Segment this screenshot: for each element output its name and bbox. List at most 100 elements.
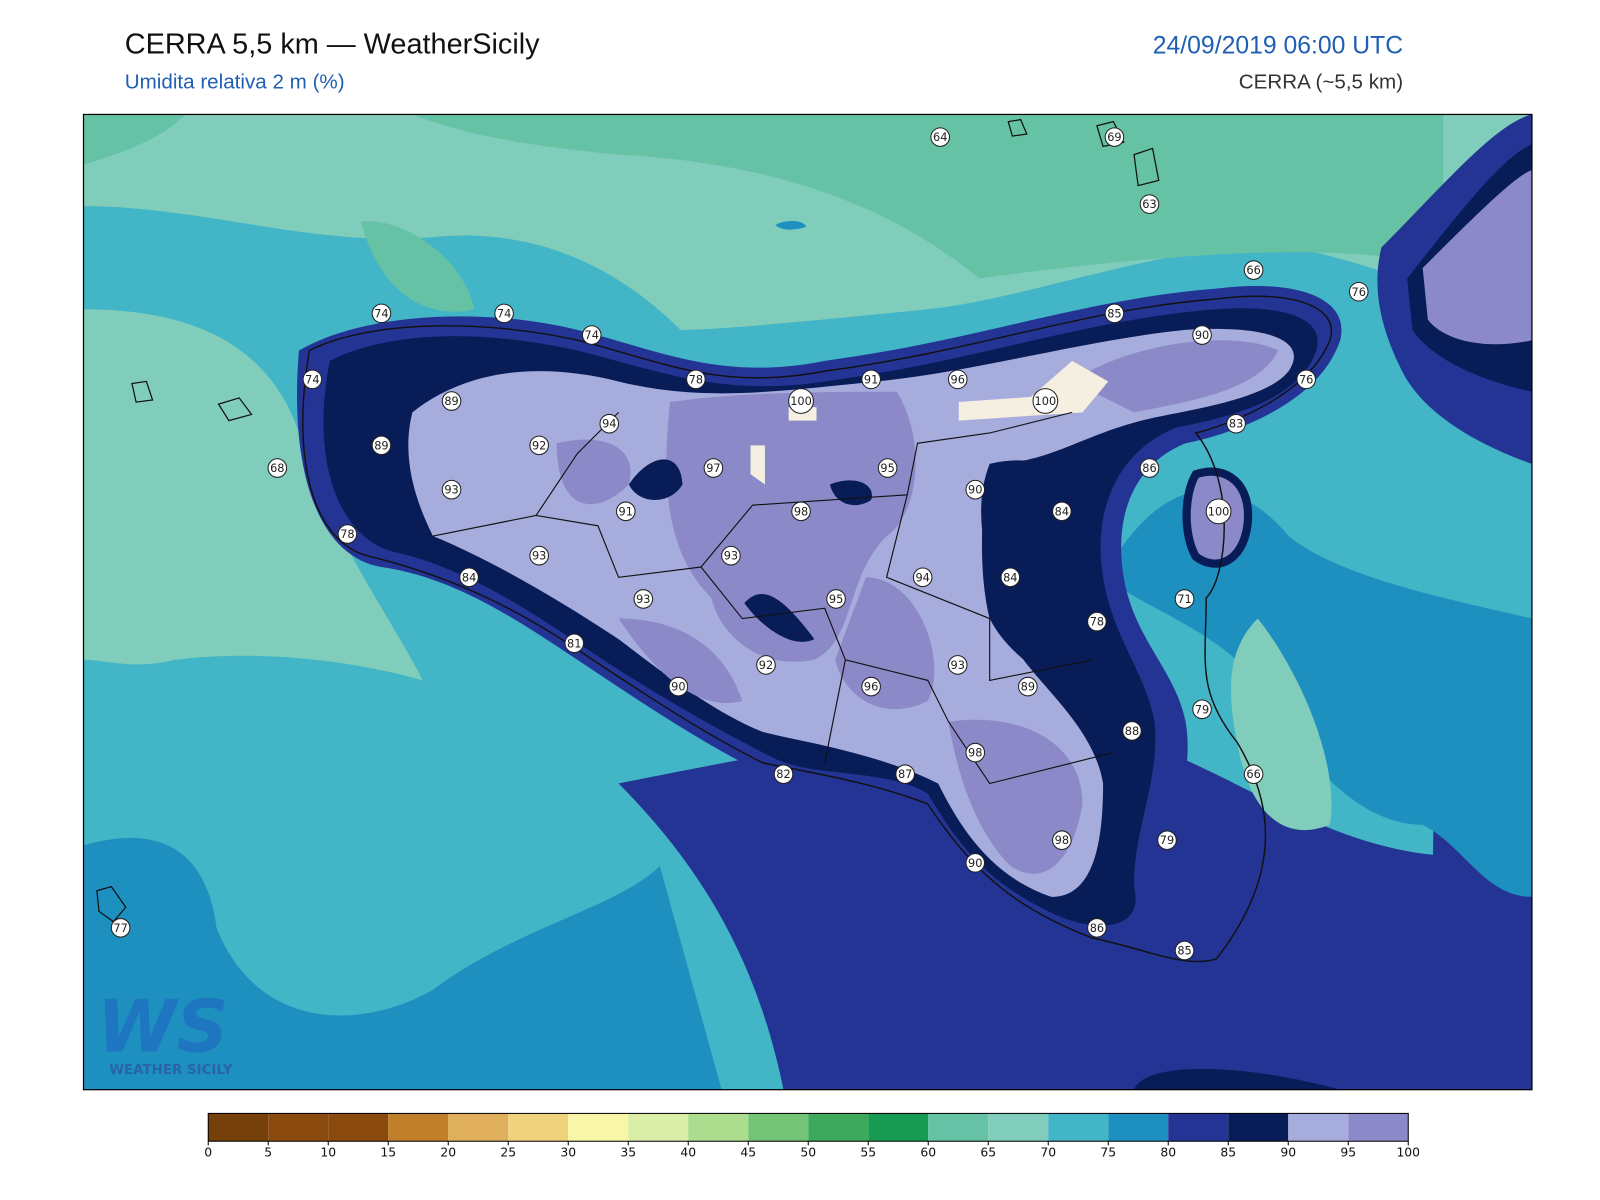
- station-value: 86: [1090, 921, 1104, 935]
- station-value: 78: [1090, 615, 1104, 629]
- station-value: 74: [585, 328, 599, 342]
- colorbar-swatch: [688, 1113, 749, 1142]
- station-marker: [633, 589, 654, 609]
- station-value: 68: [270, 461, 284, 475]
- station-marker: [1174, 940, 1195, 961]
- station-marker: [1192, 325, 1212, 345]
- station-value: 100: [1035, 394, 1057, 408]
- station-marker: [791, 501, 811, 522]
- station-value: 85: [1177, 944, 1191, 958]
- station-marker: [1157, 830, 1177, 850]
- station-value: 78: [340, 527, 354, 541]
- station-marker: [788, 388, 814, 414]
- station-value: 85: [1107, 306, 1121, 320]
- station-marker: [1122, 721, 1142, 741]
- station-marker: [861, 369, 881, 390]
- station-value: 79: [1195, 702, 1209, 716]
- station-marker: [267, 458, 288, 478]
- colorbar-swatch: [268, 1113, 329, 1142]
- colorbar-swatch: [328, 1113, 389, 1142]
- station-marker: [615, 501, 636, 522]
- station-marker: [1139, 458, 1160, 478]
- station-value: 82: [776, 767, 790, 781]
- station-marker: [1243, 764, 1264, 785]
- station-value: 66: [1246, 767, 1260, 781]
- station-marker: [861, 676, 881, 697]
- station-value: 64: [933, 130, 947, 144]
- station-marker: [1139, 194, 1160, 214]
- colorbar-tick-label: 90: [1280, 1146, 1296, 1160]
- logo-mark: WS: [97, 986, 229, 1070]
- colorbar-swatch: [808, 1113, 869, 1142]
- station-marker: [1032, 388, 1059, 414]
- station-value: 90: [968, 856, 982, 870]
- station-marker: [895, 764, 915, 785]
- station-marker: [947, 655, 968, 675]
- station-marker: [1052, 501, 1072, 522]
- station-value: 66: [1246, 263, 1260, 277]
- station-marker: [721, 545, 741, 566]
- station-value: 89: [1021, 680, 1035, 694]
- station-marker: [337, 524, 358, 544]
- colorbar-swatch: [928, 1113, 989, 1142]
- station-value: 95: [829, 592, 843, 606]
- station-value: 89: [444, 394, 458, 408]
- station-value: 95: [880, 461, 894, 475]
- colorbar-swatch: [1168, 1113, 1229, 1142]
- colorbar-tick-label: 80: [1160, 1146, 1176, 1160]
- station-value: 86: [1142, 461, 1156, 475]
- station-value: 92: [532, 438, 546, 452]
- station-value: 93: [724, 549, 738, 563]
- station-marker: [441, 479, 462, 500]
- station-value: 74: [374, 306, 388, 320]
- station-marker: [668, 676, 689, 697]
- station-value: 93: [444, 483, 458, 497]
- colorbar-swatch: [1348, 1113, 1409, 1142]
- colorbar-tick-label: 55: [860, 1146, 876, 1160]
- station-marker: [494, 303, 514, 324]
- station-value: 90: [1195, 328, 1209, 342]
- colorbar-tick-label: 35: [620, 1146, 636, 1160]
- station-value: 96: [864, 680, 878, 694]
- station-value: 93: [636, 592, 650, 606]
- station-marker: [1192, 699, 1212, 720]
- station-value: 96: [951, 372, 965, 386]
- station-marker: [459, 567, 479, 588]
- station-marker: [756, 655, 776, 675]
- station-marker: [1348, 281, 1369, 302]
- map-frame: [82, 113, 1533, 1091]
- logo-text: WEATHER SICILY: [109, 1063, 233, 1078]
- station-marker: [599, 413, 620, 434]
- station-value: 84: [1003, 570, 1017, 584]
- colorbar-tick-label: 100: [1396, 1146, 1420, 1160]
- station-marker: [912, 567, 933, 588]
- station-value: 98: [968, 746, 982, 760]
- colorbar-swatch: [1108, 1113, 1169, 1142]
- colorbar-tick-label: 95: [1340, 1146, 1356, 1160]
- colorbar-tick-label: 60: [920, 1146, 936, 1160]
- station-marker: [965, 742, 986, 763]
- colorbar-tick-label: 5: [264, 1146, 272, 1160]
- station-value: 89: [374, 438, 388, 452]
- station-marker: [1205, 498, 1232, 525]
- station-marker: [930, 127, 950, 147]
- station-value: 84: [462, 570, 476, 584]
- colorbar-tick-label: 20: [440, 1146, 456, 1160]
- colorbar-tick-label: 0: [204, 1146, 212, 1160]
- station-marker: [529, 545, 549, 566]
- station-value: 93: [951, 658, 965, 672]
- station-value: 76: [1299, 372, 1313, 386]
- colorbar-tick-label: 45: [740, 1146, 756, 1160]
- station-value: 94: [602, 417, 616, 431]
- station-value: 98: [1055, 833, 1069, 847]
- colorbar-tick-label: 70: [1040, 1146, 1056, 1160]
- colorbar-swatch: [1288, 1113, 1349, 1142]
- colorbar-tick-label: 10: [320, 1146, 336, 1160]
- station-marker: [965, 853, 986, 873]
- colorbar-tick-label: 15: [380, 1146, 396, 1160]
- colorbar-swatch: [628, 1113, 689, 1142]
- station-marker: [581, 325, 602, 345]
- colorbar-tick-label: 65: [980, 1146, 996, 1160]
